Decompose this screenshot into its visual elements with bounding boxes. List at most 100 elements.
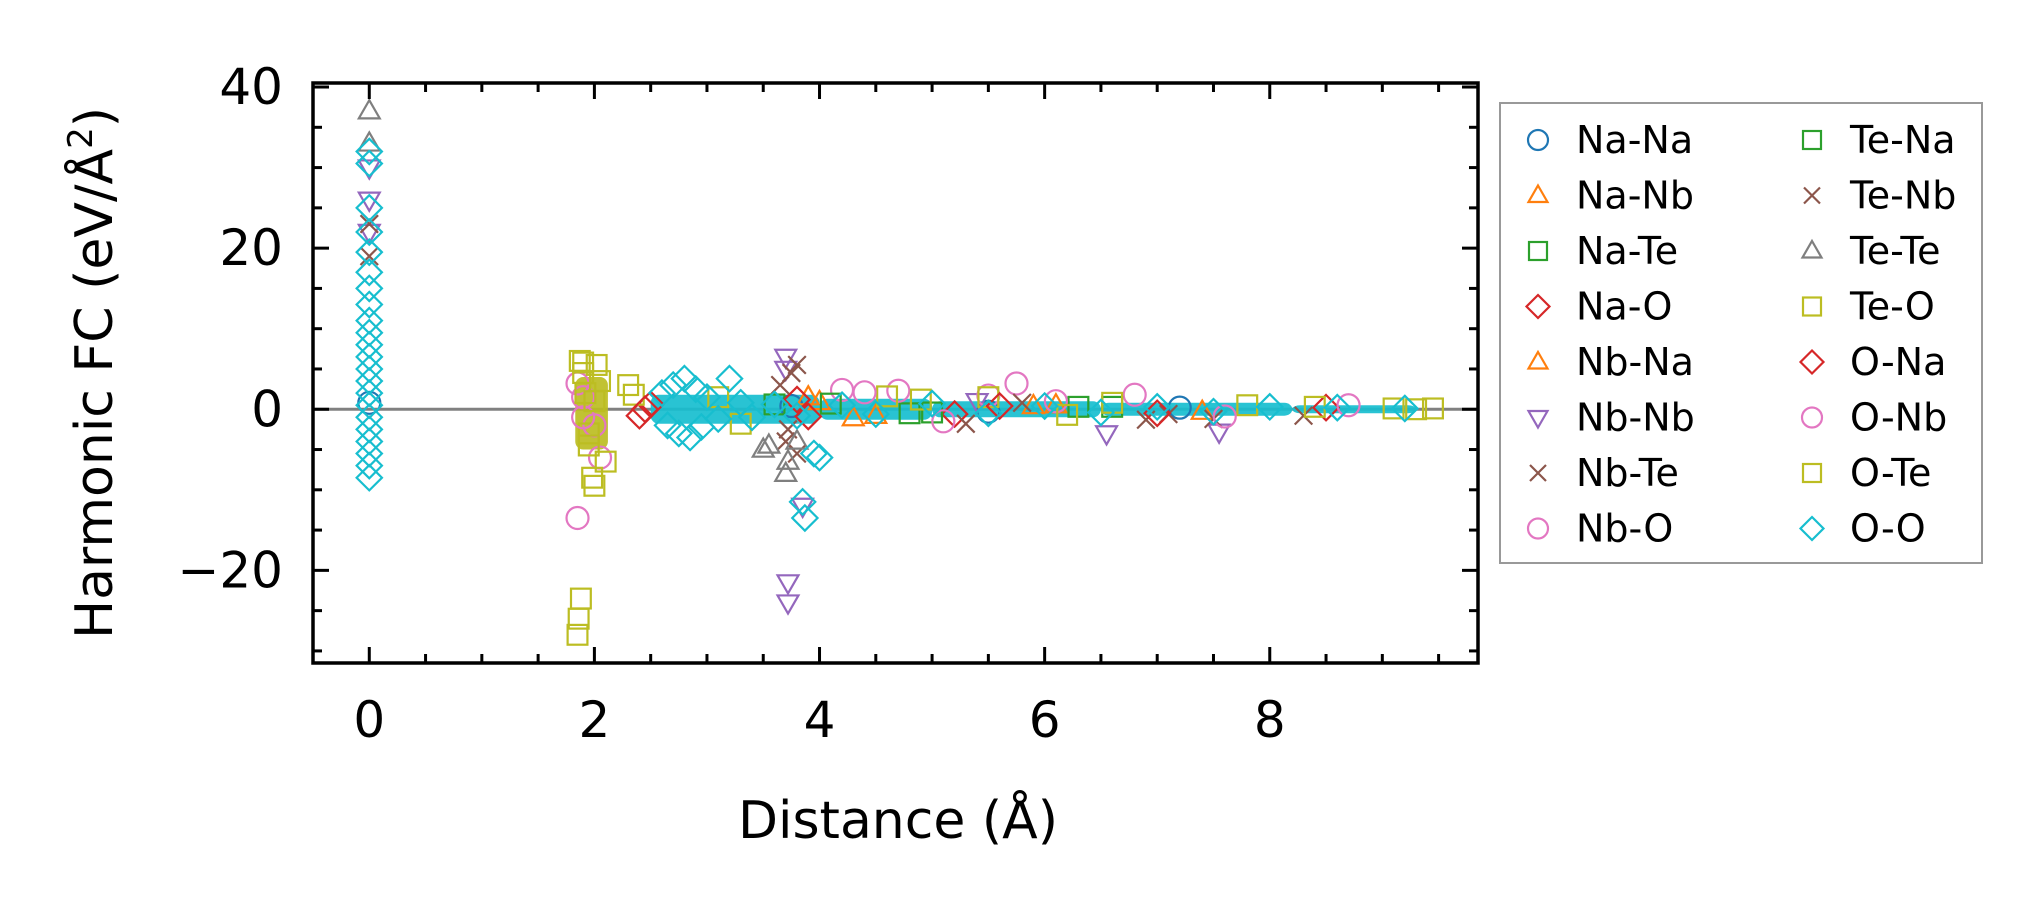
- legend-label: Na-O: [1576, 285, 1672, 329]
- data-point: [799, 439, 829, 468]
- data-point: [782, 401, 812, 430]
- legend-label: Na-Nb: [1576, 174, 1694, 218]
- data-point: [852, 380, 877, 405]
- data-point: [1255, 392, 1284, 422]
- x-tick-label: 6: [1029, 691, 1061, 749]
- legend-label: Nb-Nb: [1576, 396, 1695, 440]
- data-point: [1390, 394, 1420, 423]
- scatter-points-layer: [355, 97, 1444, 646]
- y-axis-title-close: ): [65, 107, 125, 127]
- x-tick-label: 4: [804, 691, 836, 749]
- data-point: [583, 390, 606, 413]
- legend-marker: [1800, 238, 1824, 259]
- data-point: [763, 393, 786, 416]
- data-point: [788, 487, 817, 517]
- data-point: [569, 587, 592, 610]
- data-point: [587, 445, 613, 470]
- legend-label: Te-Te: [1849, 229, 1941, 273]
- dense-cloud-band: [1292, 405, 1417, 414]
- legend-label: Te-Nb: [1849, 174, 1956, 218]
- data-point: [568, 349, 591, 372]
- legend-frame: [1499, 102, 1983, 564]
- legend-item-nb-te: Nb-Te: [1529, 451, 1679, 495]
- data-point: [572, 351, 595, 374]
- legend-marker: [1801, 296, 1823, 317]
- data-point: [760, 390, 789, 419]
- data-point: [1405, 398, 1428, 421]
- legend-item-o-o: O-O: [1798, 507, 1926, 551]
- data-point: [581, 466, 604, 489]
- x-tick-label: 2: [578, 691, 610, 749]
- data-point: [756, 432, 782, 454]
- data-point: [571, 405, 596, 430]
- data-point: [827, 391, 857, 420]
- y-axis-title: Harmonic FC (eV/Å2): [61, 107, 125, 639]
- series-nb-te: [359, 214, 1314, 464]
- data-point: [585, 353, 608, 376]
- legend-marker: [1526, 409, 1550, 430]
- data-point: [647, 378, 677, 408]
- data-point: [715, 364, 744, 393]
- y-axis-tick-labels: −20 0 20 40: [177, 58, 283, 599]
- data-point: [630, 395, 660, 424]
- data-point: [1421, 397, 1444, 420]
- legend-marker: [1798, 515, 1826, 542]
- series-o-o: [355, 137, 1420, 533]
- data-point: [1030, 391, 1059, 421]
- legend-item-te-o: Te-O: [1801, 285, 1935, 329]
- data-point: [773, 460, 799, 482]
- legend-item-o-na: O-Na: [1798, 340, 1946, 384]
- x-tick-label: 0: [353, 691, 385, 749]
- data-point: [1021, 392, 1046, 415]
- data-point: [355, 258, 384, 287]
- y-tick-label: 0: [251, 380, 283, 438]
- data-point: [784, 428, 810, 450]
- legend-marker: [1803, 186, 1821, 205]
- legend-marker: [1526, 128, 1550, 152]
- y-tick-label: −20: [177, 541, 283, 599]
- y-tick-label: 40: [219, 58, 283, 116]
- legend-item-nb-o: Nb-O: [1526, 507, 1673, 551]
- data-point: [898, 402, 921, 425]
- data-point: [355, 137, 384, 166]
- data-point: [359, 214, 379, 234]
- data-point: [819, 392, 842, 415]
- legend-item-o-te: O-Te: [1801, 451, 1931, 495]
- legend-item-na-nb: Na-Nb: [1526, 174, 1694, 218]
- series-te-o: [566, 349, 1444, 646]
- x-axis-title: Distance (Å): [738, 789, 1058, 851]
- legend-marker: [1801, 129, 1823, 151]
- y-axis-title-main: Harmonic FC (eV/Å: [63, 148, 125, 639]
- legend-item-na-te: Na-Te: [1527, 229, 1678, 273]
- data-point: [355, 149, 384, 178]
- data-point: [356, 130, 382, 152]
- data-point: [787, 355, 807, 375]
- data-point: [1323, 393, 1352, 422]
- data-point: [355, 217, 384, 247]
- data-point: [790, 503, 820, 533]
- data-point: [359, 246, 379, 266]
- data-point: [1122, 382, 1147, 407]
- data-point: [974, 399, 1003, 428]
- data-point: [1086, 398, 1116, 427]
- legend-label: Te-Na: [1849, 118, 1956, 162]
- data-point: [1056, 403, 1079, 426]
- data-point: [565, 505, 590, 531]
- legend-label: O-Te: [1850, 451, 1931, 495]
- series-nb-na: [807, 388, 1046, 427]
- legend-items: Na-Na Na-Nb Na-Te Na-O Nb-Na Nb-Nb Nb-Te Nb-O Te…: [1524, 118, 1956, 551]
- data-point: [355, 274, 384, 303]
- series-te-te: [356, 97, 810, 482]
- data-point: [1094, 425, 1119, 447]
- series-o-na: [630, 391, 1172, 431]
- data-point: [1142, 399, 1172, 428]
- legend-item-te-na: Te-Na: [1801, 118, 1956, 162]
- legend-marker: [1801, 462, 1823, 484]
- data-point: [583, 474, 606, 497]
- data-point: [692, 382, 722, 412]
- data-point: [577, 422, 600, 445]
- data-point: [658, 370, 688, 400]
- legend-marker: [1529, 464, 1547, 482]
- legend-label: Te-O: [1849, 285, 1935, 329]
